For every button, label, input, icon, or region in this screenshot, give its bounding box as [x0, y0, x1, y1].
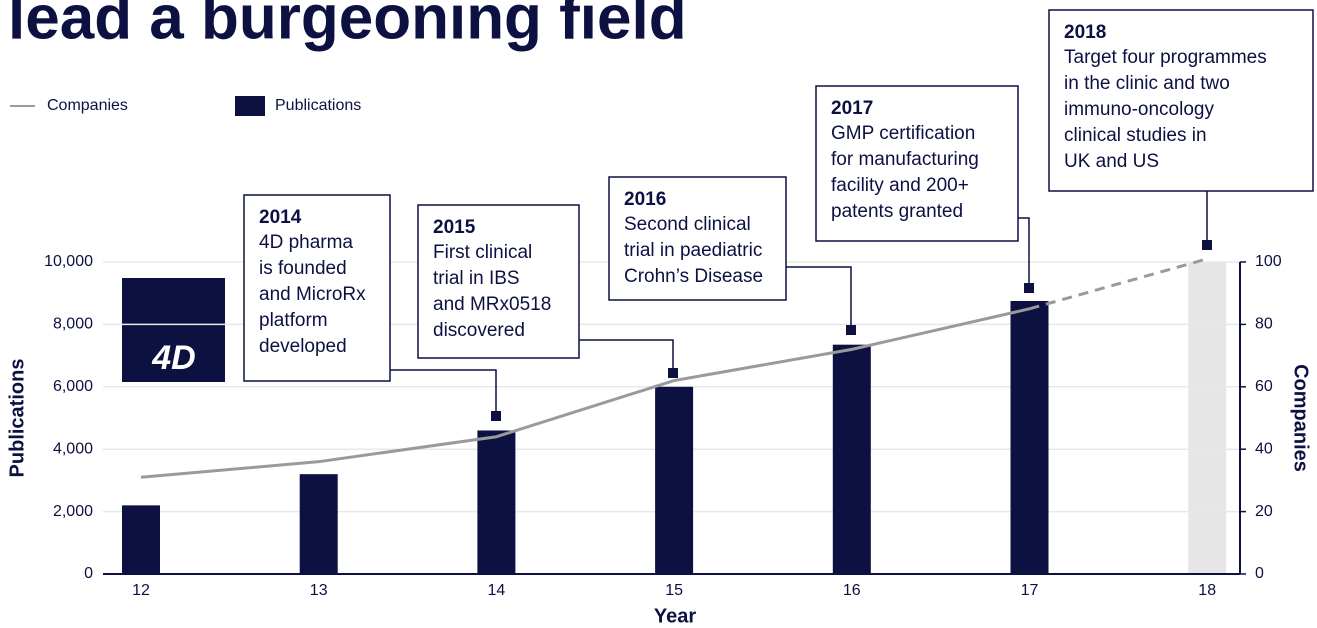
annotation-marker: [491, 411, 501, 421]
x-tick-label: 16: [843, 582, 861, 599]
x-axis-title: Year: [654, 605, 696, 627]
annotation-marker: [668, 368, 678, 378]
annotation-text: clinical studies in: [1064, 125, 1207, 146]
y-tick-label: 2,000: [53, 503, 93, 520]
annotation-text: developed: [259, 336, 347, 357]
logo-box: [122, 278, 225, 382]
legend-label: Publications: [275, 97, 361, 114]
bar: [477, 430, 516, 574]
y2-axis-title: Companies: [1290, 364, 1312, 472]
logo: 4D: [151, 339, 195, 377]
x-tick-label: 14: [488, 582, 506, 599]
annotation-text: 4D pharma: [259, 232, 353, 253]
annotation-text: Target four programmes: [1064, 47, 1267, 68]
y2-tick-label: 20: [1255, 503, 1273, 520]
annotation-text: UK and US: [1064, 151, 1159, 172]
annotation-box: [243, 194, 391, 382]
annotation-text: is founded: [259, 258, 347, 279]
annotation-text: immuno-oncology: [1064, 99, 1214, 120]
x-tick-label: 17: [1021, 582, 1039, 599]
annotation-box: [608, 176, 787, 301]
annotation-text: First clinical: [433, 242, 532, 263]
annotation-text: patents granted: [831, 201, 963, 222]
y2-tick-label: 100: [1255, 253, 1282, 270]
annotation-box: [1048, 9, 1314, 192]
annotation-title: 2018: [1064, 22, 1106, 43]
y-axis-title: Publications: [6, 359, 28, 478]
x-tick-label: 15: [665, 582, 683, 599]
x-tick-label: 12: [132, 582, 150, 599]
bar: [832, 344, 871, 574]
annotation-connector: [579, 339, 674, 373]
y2-tick-label: 80: [1255, 316, 1273, 333]
bar: [122, 505, 160, 574]
annotation-marker: [1202, 240, 1212, 250]
y-tick-label: 4,000: [53, 440, 93, 457]
annotation-text: platform: [259, 310, 328, 331]
y-tick-label: 6,000: [53, 378, 93, 395]
annotation-text: trial in paediatric: [624, 240, 762, 261]
y-tick-label: 0: [84, 565, 93, 582]
annotation-title: 2014: [259, 207, 302, 228]
annotation-text: Second clinical: [624, 214, 751, 235]
annotation-box: [417, 204, 580, 359]
forecast-band: [1188, 262, 1227, 574]
y-tick-label: 10,000: [44, 253, 93, 270]
annotation-text: discovered: [433, 320, 525, 341]
annotation-text: facility and 200+: [831, 175, 969, 196]
annotation-title: 2015: [433, 217, 476, 238]
bar: [299, 474, 338, 574]
x-tick-label: 13: [310, 582, 328, 599]
line: [140, 307, 1030, 479]
annotation-connector: [786, 266, 852, 330]
y-tick-label: 8,000: [53, 316, 93, 333]
legend-label: Companies: [47, 97, 128, 114]
annotation-marker: [846, 325, 856, 335]
legend-swatch: [235, 96, 265, 116]
annotation-text: in the clinic and two: [1064, 73, 1230, 94]
annotation-marker: [1024, 283, 1034, 293]
x-tick-label: 18: [1198, 582, 1216, 599]
y2-tick-label: 0: [1255, 565, 1264, 582]
line-projection: [1029, 257, 1208, 311]
annotation-box: [815, 85, 1019, 242]
y2-tick-label: 60: [1255, 378, 1273, 395]
annotation-connector: [390, 369, 497, 416]
bar: [655, 386, 694, 574]
annotation-text: for manufacturing: [831, 149, 979, 170]
annotation-text: and MRx0518: [433, 294, 551, 315]
annotation-title: 2017: [831, 98, 873, 119]
annotation-text: trial in IBS: [433, 268, 520, 289]
annotation-connector: [1018, 217, 1030, 288]
y2-tick-label: 40: [1255, 440, 1273, 457]
bar: [1010, 301, 1049, 574]
chart-title: lead a burgeoning field: [8, 0, 687, 52]
annotation-title: 2016: [624, 189, 666, 210]
annotation-text: and MicroRx: [259, 284, 366, 305]
annotation-text: GMP certification: [831, 123, 975, 144]
annotation-text: Crohn’s Disease: [624, 266, 763, 287]
